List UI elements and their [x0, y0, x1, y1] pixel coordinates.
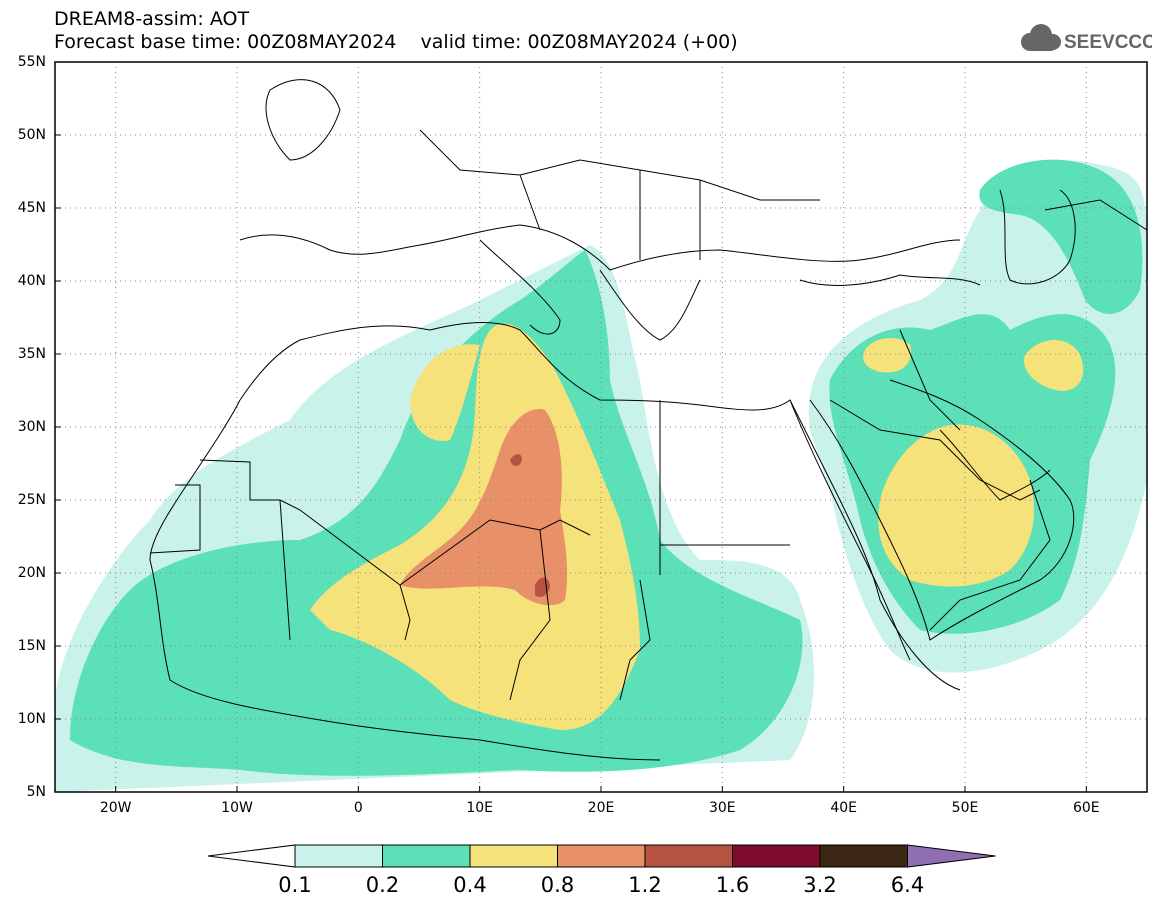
colorbar-label: 0.1 [278, 873, 312, 897]
colorbar-cell [557, 844, 646, 868]
aot-contour-0.4-iraq [863, 338, 911, 373]
lon-tick-label: 20E [587, 800, 615, 816]
lat-tick-label: 15N [17, 638, 46, 654]
border-kazakh [1044, 199, 1147, 231]
colorbar-cell [732, 844, 821, 868]
cloud-icon [1021, 24, 1061, 51]
aot-contour-0.2-caspian [979, 159, 1143, 314]
colorbar-label: 1.6 [715, 873, 750, 897]
border-sahara [149, 484, 201, 554]
caspian-sea [999, 189, 1076, 285]
colorbar-label: 0.2 [365, 873, 400, 897]
lat-tick-label: 20N [17, 565, 46, 581]
colorbar-cell [819, 844, 908, 868]
lon-tick-label: 40E [830, 800, 857, 816]
colorbar-cell [644, 844, 733, 868]
lon-tick-label: 60E [1072, 800, 1100, 816]
border-oman [929, 479, 1051, 631]
colorbar-cell [294, 844, 383, 868]
lon-tick-label: 10E [466, 800, 493, 816]
border-europe-interior [419, 129, 820, 260]
lat-tick-label: 55N [17, 54, 46, 70]
aot-contour-0.4-west [410, 344, 480, 441]
lon-tick-label: 0 [353, 800, 363, 816]
border-saudi [829, 399, 1041, 501]
lat-tick-label: 30N [17, 419, 46, 435]
lat-tick-label: 5N [26, 784, 46, 800]
colorbar-high-arrow [907, 844, 996, 868]
lat-tick-label: 10N [17, 711, 46, 727]
graticule [55, 62, 1147, 792]
colorbar-low-arrow [207, 844, 296, 868]
border-niger-chad [509, 529, 551, 701]
colorbar-cell [382, 844, 471, 868]
border-mali [279, 499, 411, 641]
lon-tick-label: 30E [708, 800, 736, 816]
colorbar-label: 0.4 [453, 873, 487, 897]
border-mauritania [199, 459, 291, 641]
coastline-arabia [809, 379, 1075, 641]
coastline-italy [479, 239, 561, 335]
border-iran-iraq [899, 329, 961, 431]
lon-tick-label: 20W [99, 800, 132, 816]
lat-tick-label: 25N [17, 492, 46, 508]
coastline-africa-north [239, 322, 961, 691]
red-sea [789, 399, 911, 661]
logo-text: SEEVCCC [1064, 32, 1152, 53]
colorbar-label: 1.2 [628, 873, 662, 897]
colorbar-label: 6.4 [890, 873, 925, 897]
forecast-time-label: Forecast base time: 00Z08MAY2024 valid t… [54, 31, 738, 53]
border-chad [619, 579, 651, 701]
coastline-britain [265, 79, 341, 161]
border-turkey [799, 274, 981, 286]
persian-gulf [939, 429, 1051, 501]
lon-tick-label: 10W [221, 800, 253, 816]
lat-tick-label: 35N [17, 346, 46, 362]
colorbar-label: 0.8 [540, 873, 575, 897]
seevccc-logo: SEEVCCC [1021, 24, 1152, 53]
aot-contour-0.8 [400, 409, 568, 606]
coastline-greece [599, 269, 701, 341]
aot-contour-1.2-b [510, 454, 522, 466]
lat-tick-label: 50N [17, 127, 46, 143]
lat-tick-label: 40N [17, 273, 46, 289]
map-title: DREAM8-assim: AOT [54, 8, 250, 30]
lon-tick-label: 50E [951, 800, 979, 816]
colorbar-cell [469, 844, 558, 868]
aot-contour-0.4-iran [1024, 340, 1084, 391]
colorbar-label: 3.2 [803, 873, 837, 897]
lat-tick-label: 45N [17, 200, 46, 216]
axis-ticks [55, 61, 1087, 793]
coastline-africa-west [149, 399, 661, 761]
country-borders [149, 79, 1147, 761]
coastline-europe [239, 224, 961, 271]
aot-contour-0.4-arabia [878, 424, 1034, 587]
